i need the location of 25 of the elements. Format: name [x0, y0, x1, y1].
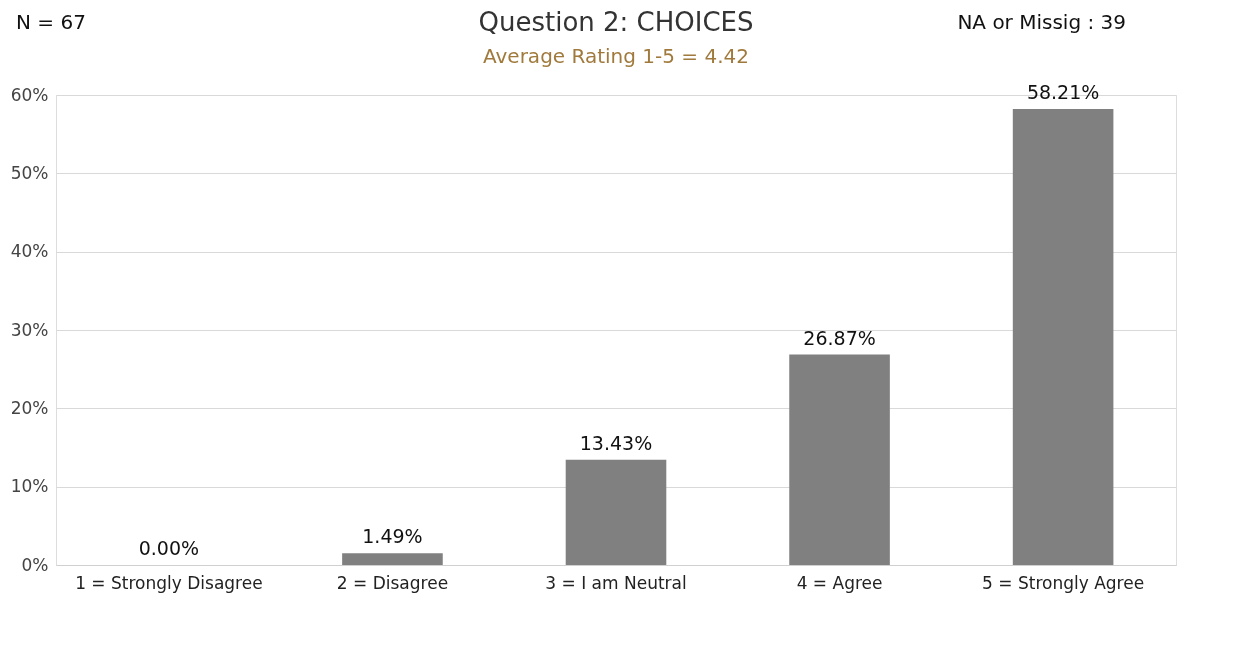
bar [342, 553, 443, 565]
y-tick-label: 50% [10, 162, 49, 183]
chart-title: Question 2: CHOICES [478, 7, 754, 37]
y-tick-label: 60% [10, 84, 49, 105]
text: NA or Missig : 39 [957, 10, 1126, 34]
text: N = 67 [16, 10, 86, 34]
x-tick-label: 3 = I am Neutral [545, 572, 687, 593]
x-tick-label: 4 = Agree [796, 572, 883, 593]
y-tick-label: 10% [10, 476, 49, 497]
data-label: 1.49% [362, 525, 423, 548]
x-tick-label: 5 = Strongly Agree [982, 572, 1145, 593]
y-tick-label: 30% [10, 319, 49, 340]
chart-subtitle: Average Rating 1-5 = 4.42 [483, 44, 749, 68]
y-tick-label: 40% [10, 241, 49, 262]
y-tick-label: 20% [10, 397, 49, 418]
data-label: 0.00% [138, 537, 200, 559]
bar [789, 354, 890, 565]
data-label: 58.21% [1026, 81, 1100, 104]
data-label: 13.43% [579, 431, 653, 454]
bar [565, 459, 667, 565]
x-tick-label: 1 = Strongly Disagree [75, 572, 263, 593]
x-tick-label: 2 = Disagree [336, 572, 449, 593]
bar [1012, 109, 1114, 565]
y-tick-label: 0% [21, 554, 49, 575]
data-label: 26.87% [803, 326, 876, 349]
